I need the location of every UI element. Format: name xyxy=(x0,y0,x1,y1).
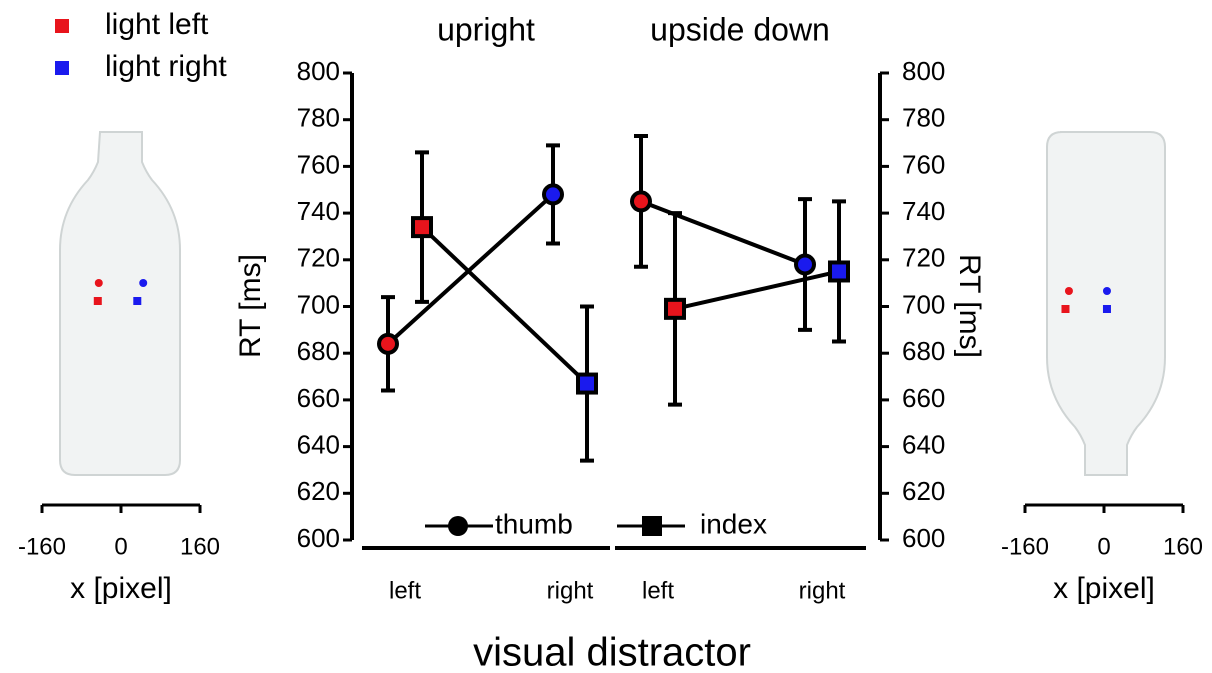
position-dot xyxy=(133,297,142,305)
y-tick-label: 680 xyxy=(902,336,945,366)
data-point xyxy=(377,332,399,355)
series-line xyxy=(386,192,555,346)
data-point xyxy=(576,372,598,395)
data-point xyxy=(828,260,850,283)
y-tick-label: 680 xyxy=(297,336,340,366)
bottle-upright xyxy=(59,131,181,476)
x-tick-label: 0 xyxy=(114,533,127,560)
position-dot xyxy=(1102,287,1111,295)
x-tick-label: 160 xyxy=(180,533,220,560)
position-dot xyxy=(139,279,148,287)
x-tick-label: 0 xyxy=(1097,533,1110,560)
y-tick-label: 760 xyxy=(902,149,945,179)
legend-label: index xyxy=(700,508,767,539)
data-point xyxy=(664,297,686,320)
data-point xyxy=(411,216,433,239)
y-tick-label: 760 xyxy=(297,149,340,179)
legend-label: light left xyxy=(105,8,209,41)
y-tick-label: 640 xyxy=(297,429,340,459)
data-point xyxy=(794,253,816,276)
y-tick-label: 620 xyxy=(902,476,945,506)
y-axis-label: RT [ms] xyxy=(953,254,986,358)
legend-marker xyxy=(448,516,468,536)
y-tick-label: 700 xyxy=(297,289,340,319)
y-tick-label: 720 xyxy=(902,243,945,273)
position-dot xyxy=(1061,305,1070,313)
y-tick-label: 780 xyxy=(297,103,340,133)
legend-label: thumb xyxy=(495,508,573,539)
x-axis-label: x [pixel] xyxy=(1053,572,1155,605)
y-tick-label: 660 xyxy=(297,383,340,413)
x-tick-label: 160 xyxy=(1163,533,1203,560)
position-dot xyxy=(1064,287,1073,295)
y-tick-label: 700 xyxy=(902,289,945,319)
x-axis-label: x [pixel] xyxy=(70,572,172,605)
x-tick-label: -160 xyxy=(18,533,66,560)
position-dot xyxy=(94,279,103,287)
legend-swatch xyxy=(55,61,69,75)
series-line xyxy=(674,269,840,311)
legend-marker xyxy=(642,516,662,536)
y-tick-label: 600 xyxy=(902,523,945,553)
series-line xyxy=(420,225,589,386)
y-tick-label: 740 xyxy=(297,196,340,226)
x-tick-label: left xyxy=(389,577,421,604)
x-tick-label: left xyxy=(642,577,674,604)
y-tick-label: 800 xyxy=(902,56,945,86)
x-tick-label: -160 xyxy=(1001,533,1049,560)
data-point xyxy=(630,190,652,213)
series-line xyxy=(640,199,806,267)
panel-title: upright xyxy=(437,11,535,47)
bottle-upside-down xyxy=(1046,131,1166,476)
y-tick-label: 620 xyxy=(297,476,340,506)
y-axis-label: RT [ms] xyxy=(234,254,267,358)
data-point xyxy=(542,183,564,206)
legend-label: light right xyxy=(105,50,227,83)
y-tick-label: 800 xyxy=(297,56,340,86)
panel-title: upside down xyxy=(650,11,830,47)
y-tick-label: 660 xyxy=(902,383,945,413)
x-tick-label: right xyxy=(547,577,594,604)
y-tick-label: 720 xyxy=(297,243,340,273)
x-axis-label: visual distractor xyxy=(473,631,751,673)
y-tick-label: 600 xyxy=(297,523,340,553)
x-tick-label: right xyxy=(799,577,846,604)
legend-swatch xyxy=(55,19,69,33)
position-dot xyxy=(1102,305,1111,313)
y-tick-label: 740 xyxy=(902,196,945,226)
y-tick-label: 640 xyxy=(902,429,945,459)
position-dot xyxy=(93,297,102,305)
y-tick-label: 780 xyxy=(902,103,945,133)
